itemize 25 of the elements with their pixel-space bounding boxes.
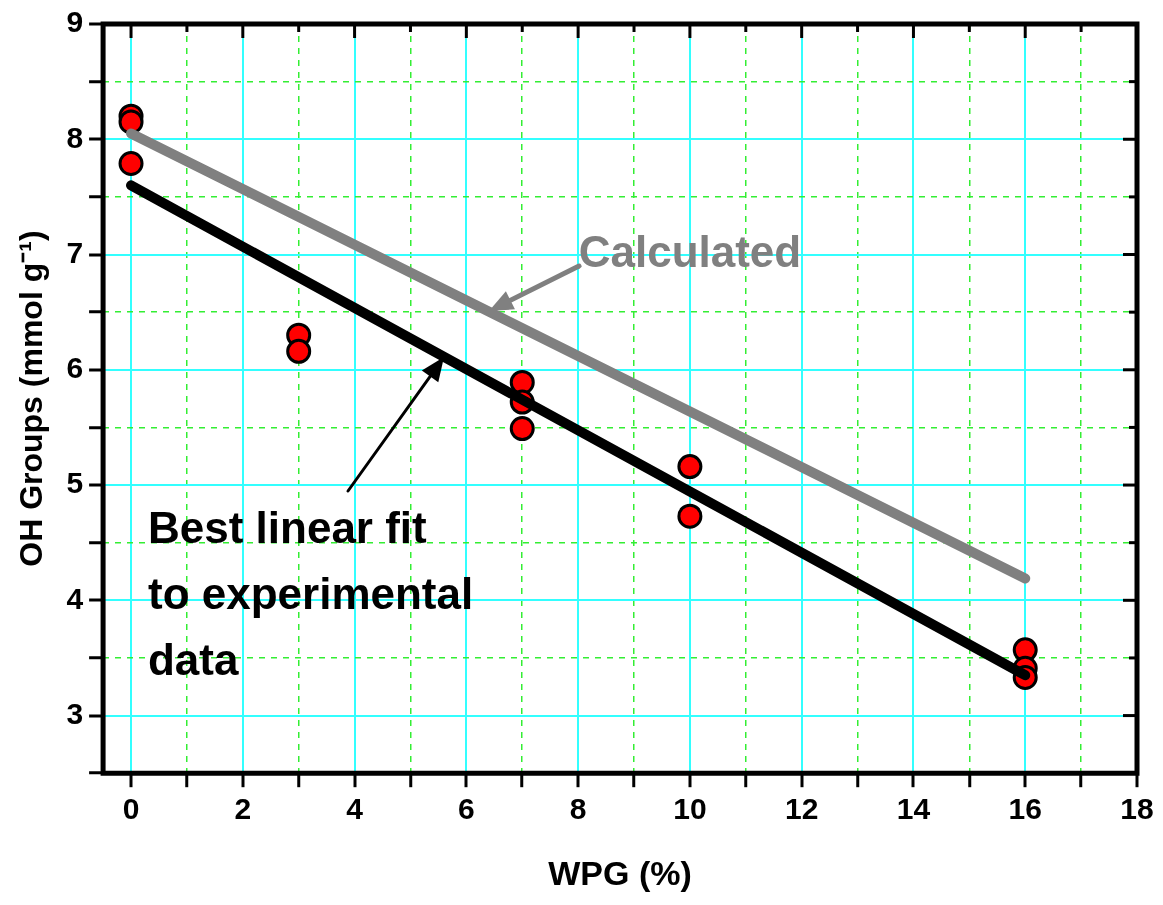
x-tick-label: 12: [784, 792, 819, 826]
x-tick-label: 16: [1008, 792, 1042, 826]
x-tick-label: 18: [1120, 792, 1154, 826]
y-tick-label: 8: [66, 120, 84, 154]
y-tick-label: 7: [66, 235, 84, 269]
y-tick-label: 9: [66, 5, 84, 39]
y-axis-title: OH Groups (mmol g⁻¹): [13, 230, 50, 567]
x-tick-label: 6: [458, 792, 475, 826]
point: [286, 338, 312, 364]
y-tick-label: 6: [66, 351, 84, 385]
x-tick-label: 8: [569, 792, 587, 826]
point: [509, 416, 535, 442]
y-tick-label: 4: [66, 581, 84, 615]
y-tick-label: 3: [66, 696, 84, 730]
x-tick-label: 2: [234, 792, 252, 826]
x-tick-label: 10: [673, 792, 707, 826]
y-tick-label: 5: [66, 466, 84, 500]
x-axis-title: WPG (%): [548, 853, 692, 892]
point: [677, 503, 703, 529]
x-tick-label: 14: [896, 792, 931, 826]
x-tick-label: 0: [122, 792, 140, 826]
point: [118, 150, 144, 176]
point: [118, 109, 144, 135]
point: [677, 454, 703, 480]
x-tick-label: 4: [346, 792, 364, 826]
